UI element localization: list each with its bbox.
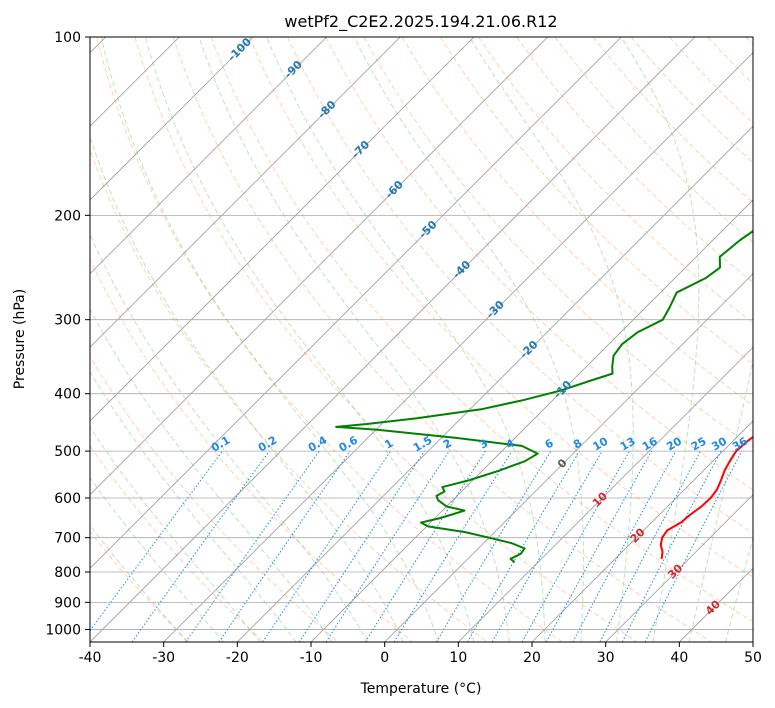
moist-adiabat-line (90, 135, 404, 642)
dewpoint-profile-line (335, 229, 753, 563)
mixing-ratio-line (364, 450, 486, 642)
mixing-ratio-line (435, 450, 552, 642)
x-axis-title: Temperature (°C) (360, 681, 482, 697)
isotherm-line (90, 37, 548, 496)
mixing-ratio-line (599, 450, 701, 642)
dry-adiabat-line (554, 37, 753, 243)
mixing-ratio-line (298, 450, 425, 642)
dry-adiabat-line (363, 37, 753, 448)
dry-adiabat-line (516, 37, 753, 284)
x-tick-label: -30 (152, 650, 175, 666)
mixing-ratio-line (262, 450, 392, 642)
moist-adiabat-line (725, 536, 753, 642)
moist-adiabat-line (90, 233, 369, 642)
dry-adiabat-line (325, 37, 753, 491)
mixing-ratio-line (521, 450, 630, 642)
moist-adiabat-line (353, 37, 584, 642)
moist-adiabat-line (266, 37, 546, 642)
profile-lines (335, 229, 753, 563)
moist-adiabat-line (90, 426, 261, 642)
isotherm-line (90, 37, 696, 642)
isotherm-line (605, 494, 753, 642)
dry-adiabat-line (210, 37, 753, 623)
dry-adiabat-line (401, 37, 753, 406)
y-tick-label: 200 (54, 208, 81, 224)
y-axis-title: Pressure (hPa) (12, 289, 28, 389)
isotherm-line (90, 37, 401, 348)
mixing-ratio-line (393, 450, 513, 642)
dry-adiabat-line (439, 37, 753, 365)
isotherm-line (90, 37, 254, 201)
mixing-ratio-line (131, 450, 270, 642)
moist-adiabat-line (100, 37, 439, 642)
x-tick-label: 50 (744, 650, 762, 666)
axes: -40 -30 -20 -10 0 10 20 30 40 50 100 200 300 400 500 60… (45, 30, 762, 666)
isotherm-line (163, 52, 753, 642)
dry-adiabat-line (90, 258, 414, 642)
y-tick-label: 800 (54, 565, 81, 581)
mixing-ratio-line (545, 450, 653, 642)
dry-adiabat-line (172, 37, 712, 642)
isotherm-line (90, 37, 327, 275)
mixing-ratio-line (218, 450, 351, 642)
moist-adiabat-line (469, 37, 634, 642)
mixing-ratio-line (621, 450, 722, 642)
mixing-ratio-line (325, 450, 450, 642)
y-tick-label: 900 (54, 595, 81, 611)
isotherm-line (90, 37, 475, 422)
mixing-ratio-line (90, 450, 223, 632)
isotherm-line (310, 199, 753, 642)
moist-adiabat-line (144, 37, 475, 642)
mixing-ratio-line (572, 450, 677, 642)
x-tick-label: 30 (597, 650, 615, 666)
isotherm-line (458, 346, 753, 642)
y-tick-label: 300 (54, 313, 81, 329)
dry-adiabat-line (134, 37, 638, 642)
isotherm-line (90, 37, 622, 569)
y-tick-label: 400 (54, 387, 81, 403)
moist-adiabat-line (90, 308, 333, 642)
y-tick-label: 700 (54, 531, 81, 547)
x-tick-label: 20 (523, 650, 541, 666)
y-tick-label: 1000 (45, 622, 81, 638)
chart-title: wetPf2_C2E2.2025.194.21.06.R12 (284, 12, 557, 32)
dry-adiabat-line (90, 445, 264, 642)
dry-adiabat-line (630, 37, 753, 164)
y-tick-label: 100 (54, 30, 81, 46)
dry-adiabat-line (90, 355, 339, 642)
mixing-ratio-line (644, 450, 743, 642)
moist-adiabat-line (198, 37, 510, 642)
x-tick-label: -40 (79, 650, 102, 666)
isotherm-line (531, 420, 753, 642)
moist-adiabat-line (688, 358, 753, 642)
y-tick-label: 500 (54, 444, 81, 460)
x-tick-label: 40 (670, 650, 688, 666)
plot-frame (89, 36, 754, 643)
x-tick-label: 10 (449, 650, 467, 666)
isotherm-line (237, 125, 753, 642)
y-tick-label: 600 (54, 491, 81, 507)
moist-adiabat-line (90, 476, 225, 642)
dry-adiabat-line (287, 37, 753, 534)
mixing-ratio-line (185, 450, 320, 642)
dry-adiabat-line (96, 37, 563, 642)
background-lines (90, 37, 753, 642)
x-tick-label: -20 (226, 650, 249, 666)
isotherm-line (384, 273, 753, 642)
temperature-profile-line (659, 435, 753, 559)
x-tick-label: -10 (300, 650, 323, 666)
x-tick-label: 0 (380, 650, 389, 666)
